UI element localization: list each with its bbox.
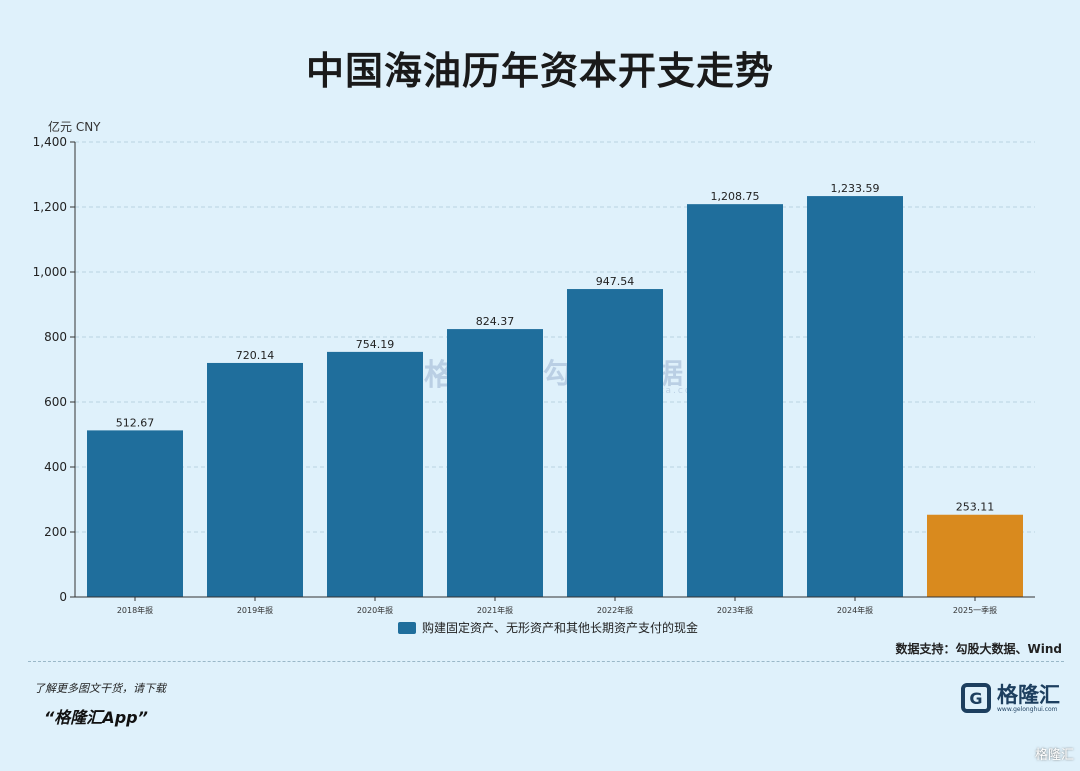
y-tick-label: 1,000 xyxy=(33,265,67,279)
bar-value-label: 253.11 xyxy=(956,501,995,514)
bar xyxy=(327,351,423,597)
bar-value-label: 1,233.59 xyxy=(831,182,880,195)
legend: 购建固定资产、无形资产和其他长期资产支付的现金 xyxy=(398,619,698,636)
gelonghui-logo: G 格隆汇 www.gelonghui.com xyxy=(961,683,1060,713)
legend-swatch xyxy=(398,621,416,634)
bar xyxy=(927,514,1023,597)
y-tick-label: 200 xyxy=(44,525,67,539)
x-axis-labels: 2018年报 2019年报 2020年报 2021年报 2022年报 2023年报 2024… xyxy=(117,597,997,615)
y-axis-unit: 亿元 CNY xyxy=(48,120,101,134)
value-labels: 512.67 720.14 754.19 824.37 947.54 1,208.75 1,… xyxy=(116,182,995,514)
chart-title: 中国海油历年资本开支走势 xyxy=(305,49,774,93)
promo-text: 了解更多图文干货，请下载 xyxy=(34,682,166,695)
bar-value-label: 1,208.75 xyxy=(711,190,760,203)
y-tick-label: 0 xyxy=(59,590,67,604)
bar xyxy=(207,362,303,597)
bar-value-label: 947.54 xyxy=(596,275,635,288)
bar xyxy=(567,289,663,597)
bar-value-label: 824.37 xyxy=(476,315,515,328)
bars xyxy=(87,196,1023,597)
bar-value-label: 512.67 xyxy=(116,416,155,429)
bar xyxy=(687,204,783,597)
y-tick-label: 1,400 xyxy=(33,135,67,149)
x-category-label: 2025一季报 xyxy=(953,605,997,615)
promo-app-name: “格隆汇App” xyxy=(44,708,148,727)
y-tick-label: 1,200 xyxy=(33,200,67,214)
y-axis-ticks: 0 200 400 600 800 1,000 1,200 1,400 xyxy=(33,135,75,604)
logo-g-icon: G xyxy=(961,683,991,713)
logo-url: www.gelonghui.com xyxy=(997,705,1058,713)
x-category-label: 2021年报 xyxy=(477,605,513,615)
bar xyxy=(87,430,183,597)
x-category-label: 2018年报 xyxy=(117,605,153,615)
x-category-label: 2024年报 xyxy=(837,605,873,615)
x-category-label: 2020年报 xyxy=(357,605,393,615)
x-category-label: 2023年报 xyxy=(717,605,753,615)
dashed-divider xyxy=(28,661,1064,662)
bar-value-label: 754.19 xyxy=(356,338,395,351)
y-tick-label: 400 xyxy=(44,460,67,474)
y-tick-label: 600 xyxy=(44,395,67,409)
x-category-label: 2019年报 xyxy=(237,605,273,615)
y-tick-label: 800 xyxy=(44,330,67,344)
corner-watermark: 格隆汇 xyxy=(1034,748,1074,763)
data-source: 数据支持：勾股大数据、Wind xyxy=(895,642,1062,656)
bar xyxy=(807,196,903,597)
legend-label: 购建固定资产、无形资产和其他长期资产支付的现金 xyxy=(422,621,699,635)
bar-value-label: 720.14 xyxy=(236,349,275,362)
logo-name: 格隆汇 xyxy=(997,682,1060,707)
x-category-label: 2022年报 xyxy=(597,605,633,615)
bar xyxy=(447,329,543,597)
